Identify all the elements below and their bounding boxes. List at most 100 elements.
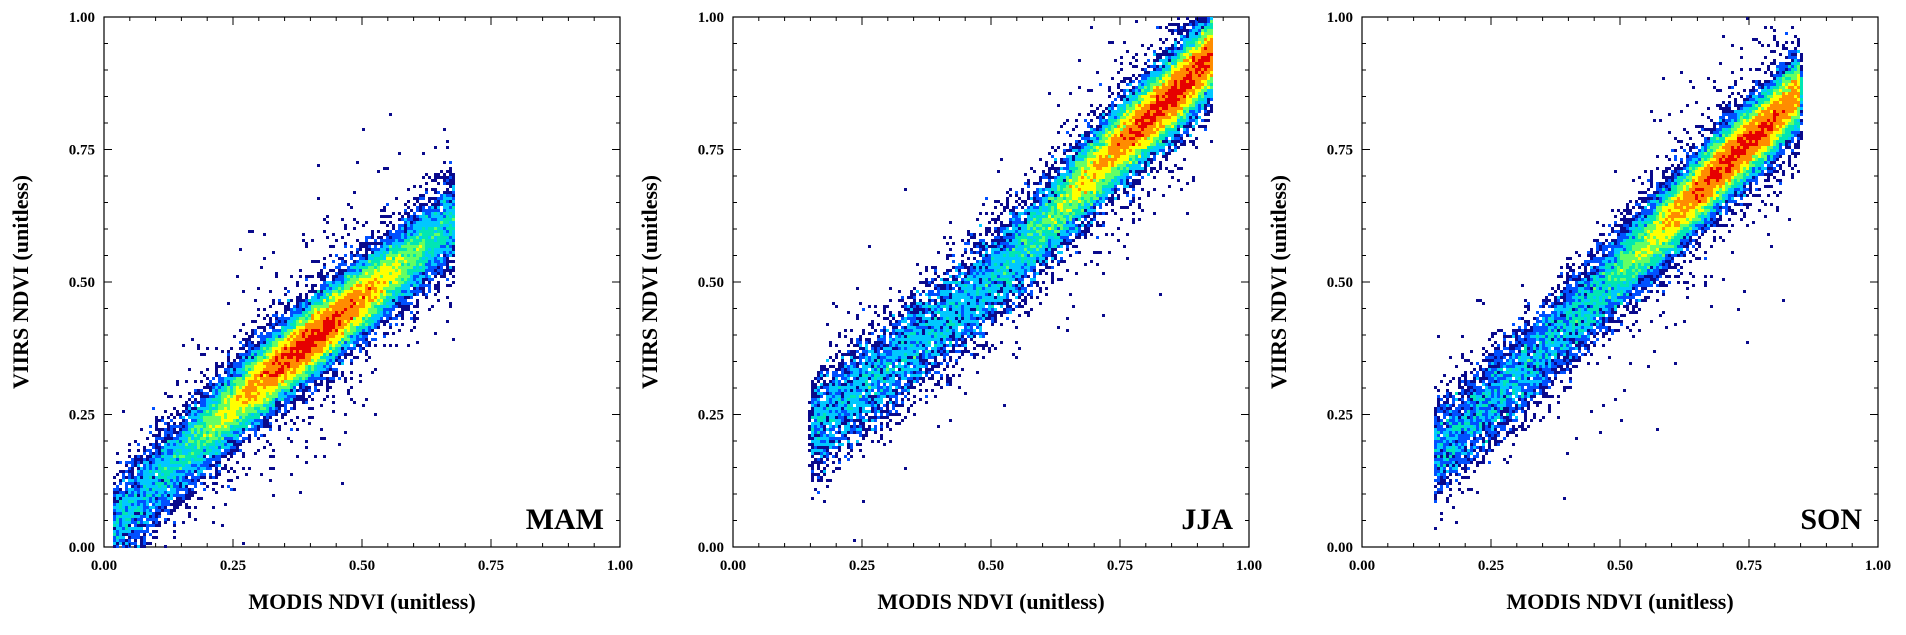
density-cell <box>389 296 392 299</box>
density-cell <box>119 461 122 464</box>
density-cell <box>1093 176 1096 179</box>
density-cell <box>314 455 317 458</box>
density-cell <box>1207 47 1210 50</box>
density-cell <box>125 461 128 464</box>
density-cell <box>203 395 206 398</box>
density-cell <box>179 434 182 437</box>
density-cell <box>931 293 934 296</box>
density-cell <box>212 521 215 524</box>
density-cell <box>275 404 278 407</box>
density-cell <box>131 527 134 530</box>
density-cell <box>239 248 242 251</box>
density-cell <box>1189 95 1192 98</box>
density-cell <box>215 422 218 425</box>
density-cell <box>263 380 266 383</box>
density-cell <box>317 323 320 326</box>
density-cell <box>404 281 407 284</box>
density-cell <box>239 425 242 428</box>
density-cell <box>281 377 284 380</box>
density-cell <box>1126 149 1129 152</box>
density-cell <box>314 359 317 362</box>
density-cell <box>871 404 874 407</box>
density-cell <box>386 275 389 278</box>
density-cell <box>233 359 236 362</box>
density-cell <box>865 380 868 383</box>
density-cell <box>1192 80 1195 83</box>
density-cell <box>359 293 362 296</box>
density-cell <box>290 473 293 476</box>
density-cell <box>242 356 245 359</box>
density-cell <box>1159 92 1162 95</box>
density-cell <box>221 377 224 380</box>
density-cell <box>191 416 194 419</box>
density-cell <box>251 230 254 233</box>
density-cell <box>829 398 832 401</box>
density-cell <box>374 368 377 371</box>
density-cell <box>413 320 416 323</box>
density-cell <box>266 401 269 404</box>
density-cell <box>140 521 143 524</box>
density-cell <box>446 251 449 254</box>
density-cell <box>431 230 434 233</box>
density-cell <box>179 449 182 452</box>
density-cell <box>422 209 425 212</box>
density-cell <box>410 254 413 257</box>
density-cell <box>428 233 431 236</box>
density-cell <box>332 335 335 338</box>
density-cell <box>287 308 290 311</box>
density-cell <box>413 185 416 188</box>
density-cell <box>1072 200 1075 203</box>
density-cell <box>425 278 428 281</box>
density-cell <box>985 245 988 248</box>
density-cell <box>323 362 326 365</box>
density-cell <box>1087 179 1090 182</box>
density-cell <box>134 500 137 503</box>
density-cell <box>344 305 347 308</box>
density-cell <box>386 263 389 266</box>
density-cell <box>353 347 356 350</box>
density-cell <box>1117 173 1120 176</box>
density-cell <box>290 329 293 332</box>
density-cell <box>338 329 341 332</box>
density-cell <box>344 287 347 290</box>
density-cell <box>155 518 158 521</box>
density-cell <box>368 287 371 290</box>
density-cell <box>269 413 272 416</box>
density-cell <box>317 299 320 302</box>
density-cell <box>242 404 245 407</box>
density-cell <box>164 521 167 524</box>
density-cell <box>164 494 167 497</box>
density-cell <box>275 365 278 368</box>
density-cell <box>1096 173 1099 176</box>
density-cell <box>359 266 362 269</box>
density-cell <box>272 338 275 341</box>
density-cell <box>964 311 967 314</box>
density-cell <box>248 362 251 365</box>
density-cell <box>344 356 347 359</box>
density-cell <box>425 218 428 221</box>
density-cell <box>1135 116 1138 119</box>
density-cell <box>230 362 233 365</box>
density-cell <box>1138 122 1141 125</box>
density-cell <box>1144 158 1147 161</box>
density-cell <box>251 371 254 374</box>
density-cell <box>227 398 230 401</box>
density-cell <box>224 440 227 443</box>
density-cell <box>236 443 239 446</box>
density-cell <box>251 368 254 371</box>
density-cell <box>287 341 290 344</box>
density-cell <box>371 284 374 287</box>
y-tick-label: 0.25 <box>69 408 95 424</box>
density-cell <box>137 485 140 488</box>
density-cell <box>278 386 281 389</box>
density-cell <box>1144 155 1147 158</box>
density-cell <box>1027 260 1030 263</box>
density-cell <box>952 308 955 311</box>
density-cell <box>404 224 407 227</box>
chart-panel-jja: 0.00 0.25 0.50 0.75 1.000.000.250.500.751.00… <box>637 10 1262 614</box>
density-cell <box>266 398 269 401</box>
density-cell <box>314 317 317 320</box>
density-cell <box>380 239 383 242</box>
density-cell <box>245 332 248 335</box>
density-cell <box>356 311 359 314</box>
